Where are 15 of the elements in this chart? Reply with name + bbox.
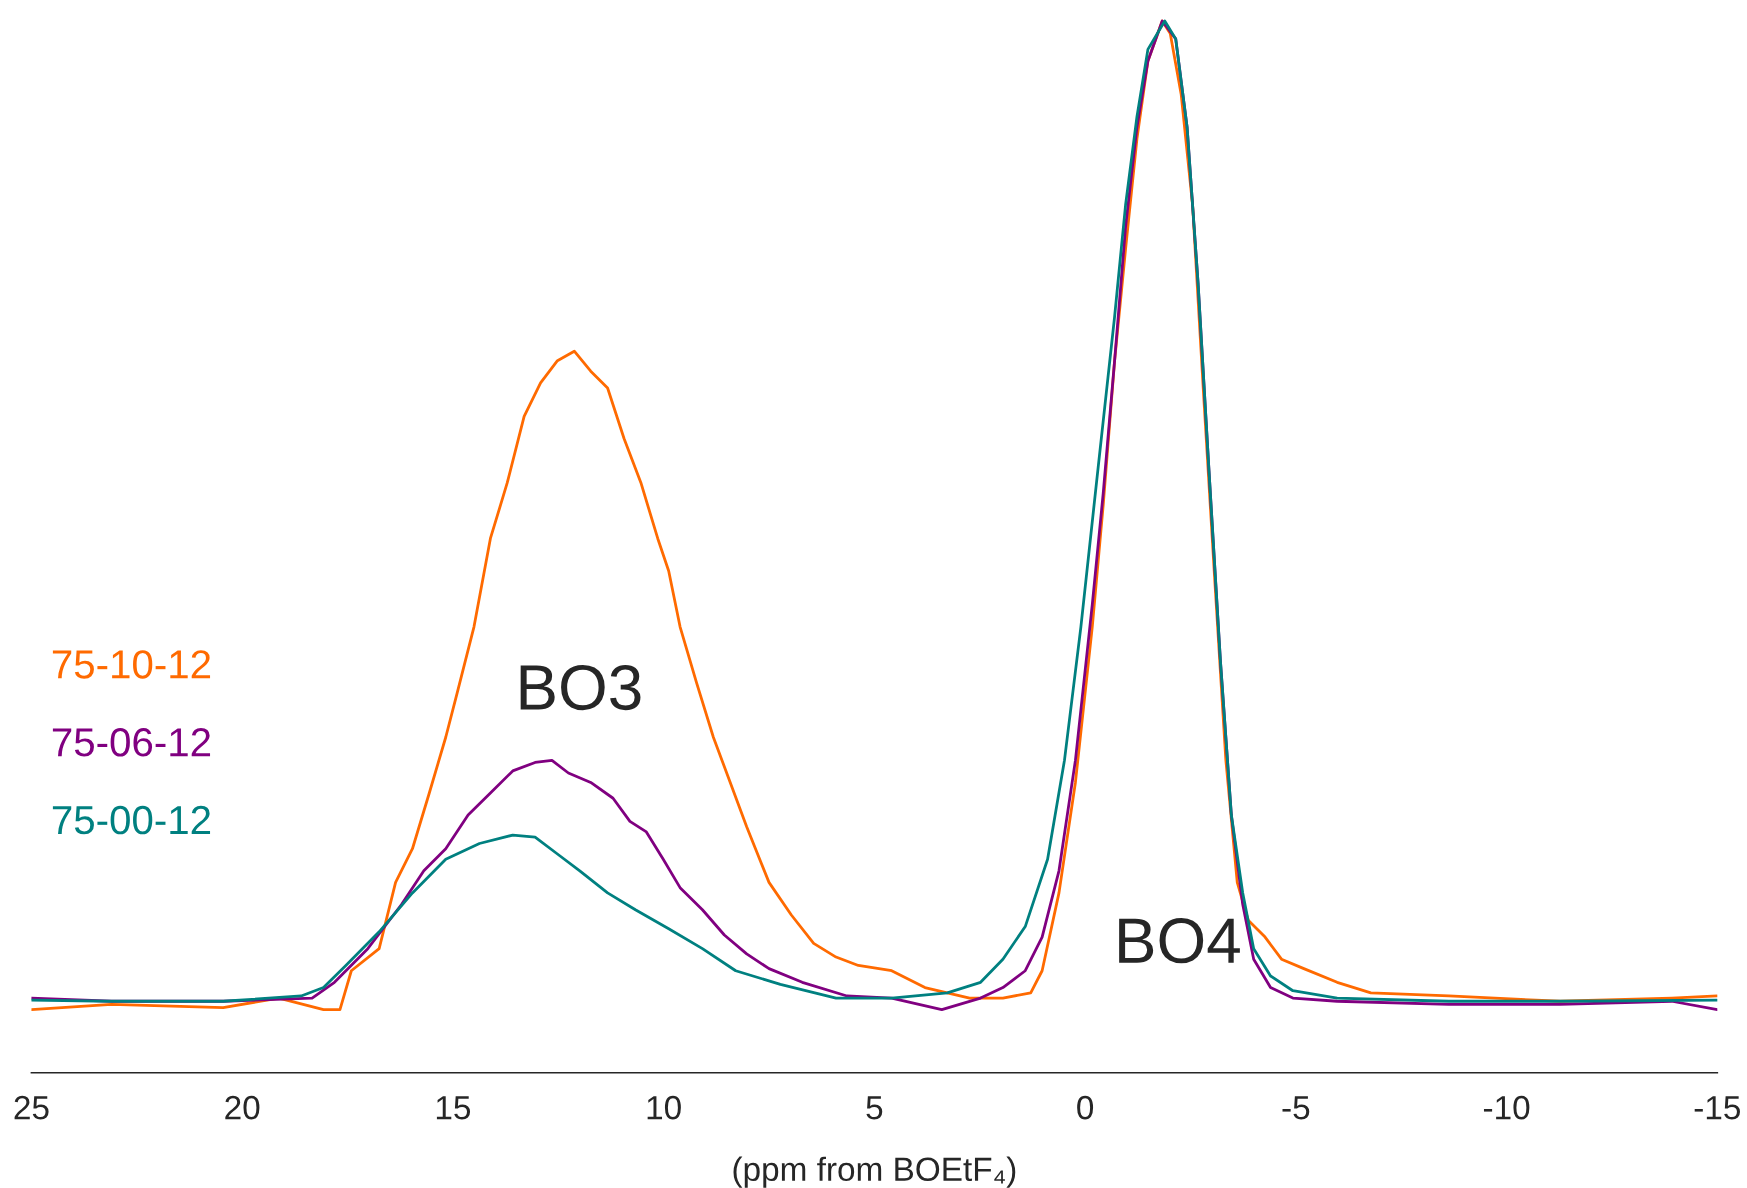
x-tick-label: -5 bbox=[1282, 1096, 1310, 1120]
x-tick-label: -10 bbox=[1483, 1095, 1530, 1120]
text: 75-10-12 bbox=[52, 650, 211, 679]
text: 75-06-12 bbox=[52, 728, 211, 757]
x-tick-label: 15 bbox=[436, 1096, 471, 1120]
x-tick-label: 10 bbox=[647, 1095, 681, 1120]
annotation: BO4 bbox=[1119, 918, 1240, 964]
text: 75-00-12 bbox=[52, 805, 211, 835]
x-tick-label: 25 bbox=[14, 1095, 49, 1120]
x-tick-label: 0 bbox=[1077, 1095, 1094, 1120]
x-axis-title: (ppm from BOEtF₄) bbox=[733, 1156, 1016, 1188]
x-tick-label: -15 bbox=[1694, 1096, 1740, 1120]
x-tick-label: 5 bbox=[866, 1096, 883, 1120]
annotation: BO3 bbox=[520, 664, 641, 711]
x-tick-label: 20 bbox=[225, 1095, 260, 1120]
